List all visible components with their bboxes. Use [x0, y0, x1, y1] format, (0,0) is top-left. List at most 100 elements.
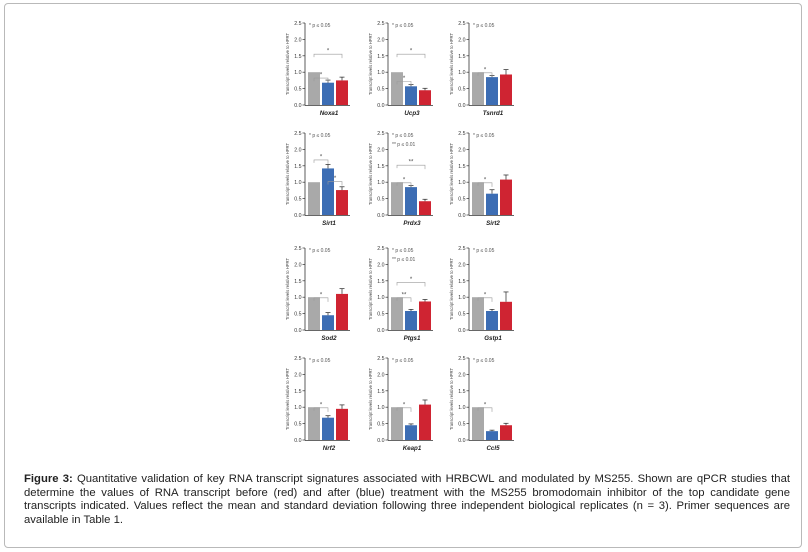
- chart-9-bar-after-treatment: [486, 310, 498, 330]
- chart-5-gene-label: Prdx3: [403, 220, 421, 227]
- chart-2-y-tick-label: 2.0: [377, 37, 384, 43]
- chart-10-y-tick-label: 0.5: [294, 422, 301, 428]
- chart-5-p-value-note: * p ≤ 0.05: [392, 133, 414, 139]
- chart-2-bar-after-treatment: [405, 86, 417, 105]
- chart-12-bar-after-treatment: [486, 431, 498, 440]
- chart-10-y-tick-label: 2.0: [294, 372, 301, 378]
- chart-12-y-tick-label: 2.5: [458, 356, 465, 362]
- chart-8-y-axis-label: Transcript levels relative to HPRT: [368, 257, 373, 320]
- chart-1-bar-after-treatment: [322, 82, 334, 105]
- chart-3-significance-label: *: [484, 67, 487, 73]
- chart-9-gene-label: Gstp1: [484, 335, 502, 342]
- chart-11-p-value-note: * p ≤ 0.05: [392, 358, 414, 364]
- chart-5-y-tick-label: 2.0: [377, 147, 384, 153]
- chart-11-y-axis-label: Transcript levels relative to HPRT: [368, 367, 373, 430]
- chart-9-significance-bracket: [477, 297, 493, 302]
- chart-10-y-tick-label: 1.5: [294, 389, 301, 395]
- chart-7-y-tick-label: 1.0: [294, 295, 301, 301]
- chart-2-significance-bracket: [396, 53, 426, 59]
- chart-5-bar-before-treatment: [419, 201, 431, 215]
- chart-7-gene-label: Sod2: [321, 335, 337, 342]
- chart-3-significance-bracket: [477, 72, 493, 77]
- chart-7-y-tick-label: 2.0: [294, 262, 301, 268]
- chart-4-significance-bracket: [327, 181, 343, 186]
- chart-10-y-tick-label: 0.0: [294, 438, 301, 444]
- chart-8-p-value-note: ** p ≤ 0.01: [392, 257, 416, 263]
- chart-12-y-tick-label: 0.5: [458, 422, 465, 428]
- chart-12-p-value-note: * p ≤ 0.05: [473, 358, 495, 364]
- chart-1-p-value-note: * p ≤ 0.05: [309, 23, 331, 29]
- chart-5-y-axis-label: Transcript levels relative to HPRT: [368, 142, 373, 205]
- chart-1-y-tick-label: 2.0: [294, 37, 301, 43]
- chart-2-significance-label: *: [403, 76, 406, 82]
- chart-1-gene-label: Noxa1: [320, 110, 339, 117]
- chart-7-significance-label: *: [320, 292, 323, 298]
- chart-3-y-tick-label: 0.0: [458, 103, 465, 109]
- chart-2-bar-control: [391, 72, 403, 105]
- chart-1-y-tick-label: 2.5: [294, 21, 301, 27]
- chart-12-bar-before-treatment: [500, 425, 512, 440]
- chart-5-bar-after-treatment: [405, 187, 417, 215]
- chart-3-gene-label: Tsnrd1: [483, 110, 504, 117]
- chart-1-significance-label: *: [320, 73, 323, 79]
- chart-10-bar-before-treatment: [336, 408, 348, 440]
- chart-8-y-tick-label: 1.0: [377, 295, 384, 301]
- chart-5-p-value-note: ** p ≤ 0.01: [392, 142, 416, 148]
- chart-6-significance-bracket: [477, 182, 493, 187]
- chart-6-y-tick-label: 0.0: [458, 213, 465, 219]
- chart-2-gene-label: Ucp3: [404, 110, 420, 117]
- chart-12-bar-control: [472, 407, 484, 440]
- chart-7-y-tick-label: 0.0: [294, 328, 301, 334]
- chart-9-bar-before-treatment: [500, 301, 512, 330]
- chart-8-y-tick-label: 1.5: [377, 279, 384, 285]
- chart-8-bar-before-treatment: [419, 301, 431, 330]
- chart-7-bar-control: [308, 297, 320, 330]
- chart-12-y-tick-label: 1.5: [458, 389, 465, 395]
- chart-7-p-value-note: * p ≤ 0.05: [309, 248, 331, 254]
- chart-10-bar-control: [308, 407, 320, 440]
- chart-6-gene-label: Sirt2: [486, 220, 500, 227]
- chart-1-bar-control: [308, 72, 320, 105]
- chart-4-bar-control: [308, 182, 320, 215]
- chart-2-significance-bracket: [396, 81, 412, 86]
- chart-4-significance-bracket: [313, 159, 329, 164]
- chart-10-y-tick-label: 1.0: [294, 405, 301, 411]
- chart-3-bar-before-treatment: [500, 74, 512, 105]
- chart-4-gene-label: Sirt1: [322, 220, 336, 227]
- chart-3-y-tick-label: 2.5: [458, 21, 465, 27]
- chart-5-significance-label: *: [403, 177, 406, 183]
- chart-11-significance-label: *: [403, 402, 406, 408]
- chart-2-significance-label: *: [410, 49, 413, 55]
- chart-11-y-tick-label: 1.0: [377, 405, 384, 411]
- chart-10-significance-label: *: [320, 402, 323, 408]
- chart-12-y-tick-label: 2.0: [458, 372, 465, 378]
- chart-4-y-tick-label: 0.5: [294, 197, 301, 203]
- chart-1-significance-bracket: [313, 53, 343, 59]
- chart-11-bar-control: [391, 407, 403, 440]
- chart-2-y-tick-label: 1.0: [377, 70, 384, 76]
- chart-2-y-tick-label: 0.0: [377, 103, 384, 109]
- chart-6-y-tick-label: 1.5: [458, 164, 465, 170]
- chart-12-y-tick-label: 0.0: [458, 438, 465, 444]
- chart-12-gene-label: Ccl5: [486, 445, 500, 452]
- chart-8-p-value-note: * p ≤ 0.05: [392, 248, 414, 254]
- chart-6-bar-control: [472, 182, 484, 215]
- chart-11-y-tick-label: 2.0: [377, 372, 384, 378]
- chart-4-y-tick-label: 2.5: [294, 131, 301, 137]
- chart-5-bar-control: [391, 182, 403, 215]
- chart-11-bar-after-treatment: [405, 425, 417, 440]
- chart-9-bar-control: [472, 297, 484, 330]
- chart-2-y-axis-label: Transcript levels relative to HPRT: [368, 32, 373, 95]
- chart-11-significance-bracket: [396, 407, 412, 412]
- chart-1-significance-bracket: [313, 77, 329, 83]
- chart-5-significance-bracket: [396, 182, 412, 187]
- caption-label: Figure 3:: [24, 473, 73, 485]
- chart-5-significance-bracket: [396, 164, 426, 170]
- chart-1-y-axis-label: Transcript levels relative to HPRT: [285, 32, 290, 95]
- chart-8-gene-label: Ptgs1: [404, 335, 421, 342]
- chart-9-y-tick-label: 1.5: [458, 279, 465, 285]
- chart-3-y-tick-label: 1.0: [458, 70, 465, 76]
- chart-5-y-tick-label: 2.5: [377, 131, 384, 137]
- chart-4-bar-after-treatment: [322, 168, 334, 215]
- caption-text: Quantitative validation of key RNA trans…: [24, 473, 791, 526]
